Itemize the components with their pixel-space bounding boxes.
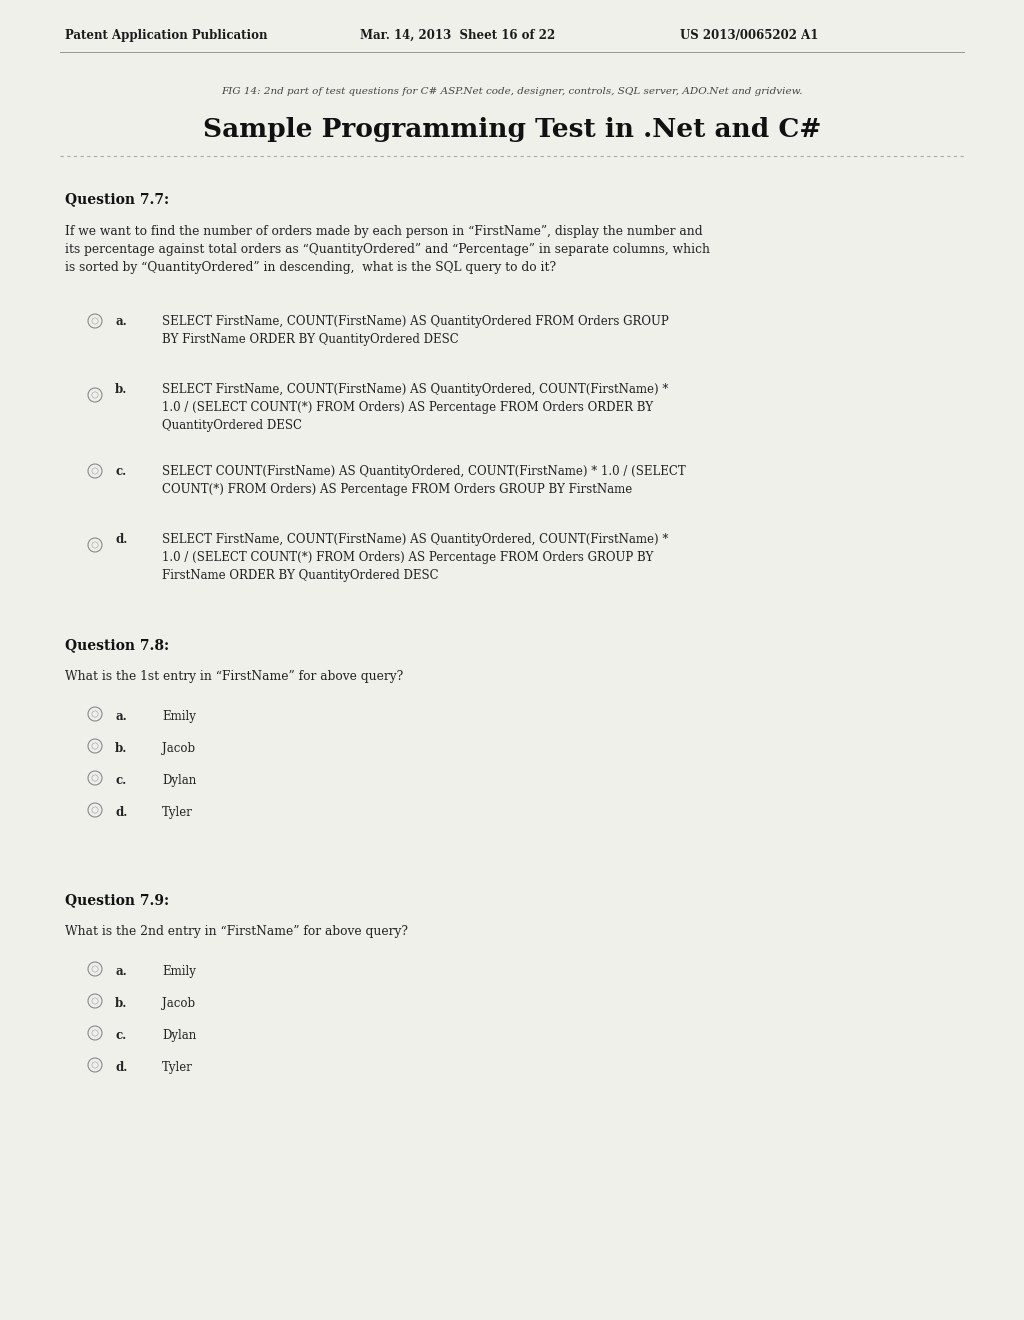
Text: What is the 1st entry in “FirstName” for above query?: What is the 1st entry in “FirstName” for… [65,671,403,682]
Text: Emily: Emily [162,710,196,723]
Text: US 2013/0065202 A1: US 2013/0065202 A1 [680,29,818,41]
Text: Question 7.9:: Question 7.9: [65,894,169,907]
Text: Tyler: Tyler [162,807,193,818]
Text: c.: c. [115,465,126,478]
Text: What is the 2nd entry in “FirstName” for above query?: What is the 2nd entry in “FirstName” for… [65,925,408,939]
Text: b.: b. [115,742,127,755]
Text: FIG 14: 2nd part of test questions for C# ASP.Net code, designer, controls, SQL : FIG 14: 2nd part of test questions for C… [221,87,803,96]
Text: c.: c. [115,1030,126,1041]
Text: c.: c. [115,774,126,787]
Text: Dylan: Dylan [162,774,197,787]
Text: a.: a. [115,965,127,978]
Text: d.: d. [115,533,127,546]
Text: d.: d. [115,1061,127,1074]
Text: a.: a. [115,315,127,327]
Text: Tyler: Tyler [162,1061,193,1074]
Text: a.: a. [115,710,127,723]
Text: Emily: Emily [162,965,196,978]
Text: Question 7.8:: Question 7.8: [65,638,169,652]
Text: SELECT FirstName, COUNT(FirstName) AS QuantityOrdered FROM Orders GROUP
BY First: SELECT FirstName, COUNT(FirstName) AS Qu… [162,315,669,346]
Text: Jacob: Jacob [162,997,196,1010]
Text: If we want to find the number of orders made by each person in “FirstName”, disp: If we want to find the number of orders … [65,224,710,275]
Text: SELECT COUNT(FirstName) AS QuantityOrdered, COUNT(FirstName) * 1.0 / (SELECT
COU: SELECT COUNT(FirstName) AS QuantityOrder… [162,465,686,496]
Text: Question 7.7:: Question 7.7: [65,191,169,206]
Text: Mar. 14, 2013  Sheet 16 of 22: Mar. 14, 2013 Sheet 16 of 22 [360,29,555,41]
Text: Sample Programming Test in .Net and C#: Sample Programming Test in .Net and C# [203,117,821,143]
Text: d.: d. [115,807,127,818]
Text: Dylan: Dylan [162,1030,197,1041]
Text: SELECT FirstName, COUNT(FirstName) AS QuantityOrdered, COUNT(FirstName) *
1.0 / : SELECT FirstName, COUNT(FirstName) AS Qu… [162,383,669,432]
Text: SELECT FirstName, COUNT(FirstName) AS QuantityOrdered, COUNT(FirstName) *
1.0 / : SELECT FirstName, COUNT(FirstName) AS Qu… [162,533,669,582]
Text: b.: b. [115,383,127,396]
Text: Patent Application Publication: Patent Application Publication [65,29,267,41]
Text: Jacob: Jacob [162,742,196,755]
Text: b.: b. [115,997,127,1010]
